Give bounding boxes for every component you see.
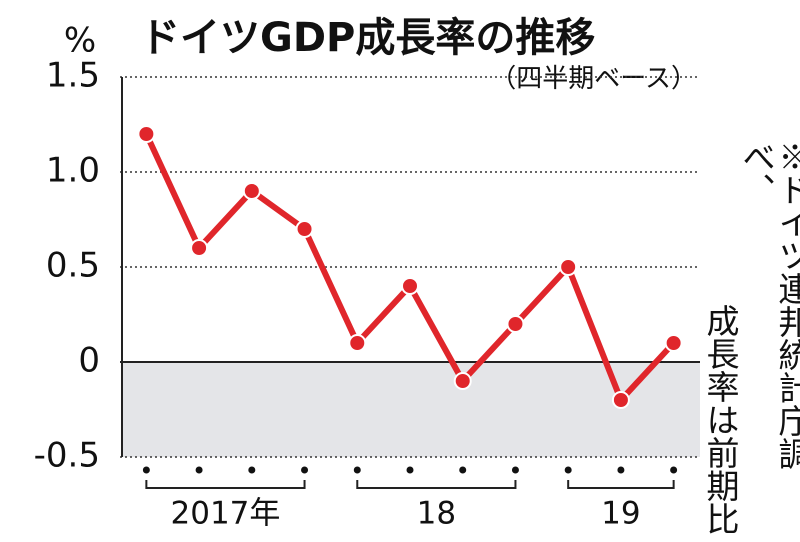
negative-area <box>122 362 700 457</box>
year-label: 2017年 <box>171 496 281 532</box>
data-point <box>401 277 419 295</box>
note: 成長率は前期比 <box>701 304 740 535</box>
data-point <box>506 315 525 333</box>
chart-subtitle: （四半期ベース） <box>490 64 697 94</box>
data-point <box>137 125 156 143</box>
chart-title: ドイツGDP成長率の推移 <box>140 15 595 61</box>
y-tick-label: 0.5 <box>46 246 100 286</box>
y-tick-label: 1.5 <box>46 56 100 96</box>
data-point <box>611 391 630 409</box>
y-tick-label: -0.5 <box>34 436 100 476</box>
x-tick-dot <box>564 466 572 474</box>
year-label: 19 <box>601 496 640 532</box>
data-point <box>559 258 578 276</box>
x-tick-dot <box>670 466 678 474</box>
year-bracket <box>567 480 675 489</box>
year-label: 18 <box>417 496 456 532</box>
data-point <box>295 220 314 238</box>
year-bracket <box>145 480 306 489</box>
x-tick-dot <box>248 466 256 474</box>
x-tick-dot <box>195 466 203 474</box>
data-point <box>242 182 261 200</box>
x-tick-dot <box>511 466 519 474</box>
data-point <box>664 334 683 352</box>
x-tick-dot <box>353 466 361 474</box>
note: ※ドイツ連邦統計庁調べ、 <box>737 140 800 470</box>
x-tick-dot <box>142 466 150 474</box>
data-point <box>453 372 472 390</box>
y-tick-label: 0 <box>78 341 100 381</box>
data-point <box>348 334 367 352</box>
x-tick-dot <box>301 466 309 474</box>
year-bracket <box>356 480 517 489</box>
x-tick-dot <box>617 466 625 474</box>
data-point <box>190 239 209 257</box>
y-unit: % <box>64 21 96 61</box>
x-tick-dot <box>406 466 414 474</box>
x-tick-dot <box>459 466 467 474</box>
y-tick-label: 1.0 <box>46 151 100 191</box>
